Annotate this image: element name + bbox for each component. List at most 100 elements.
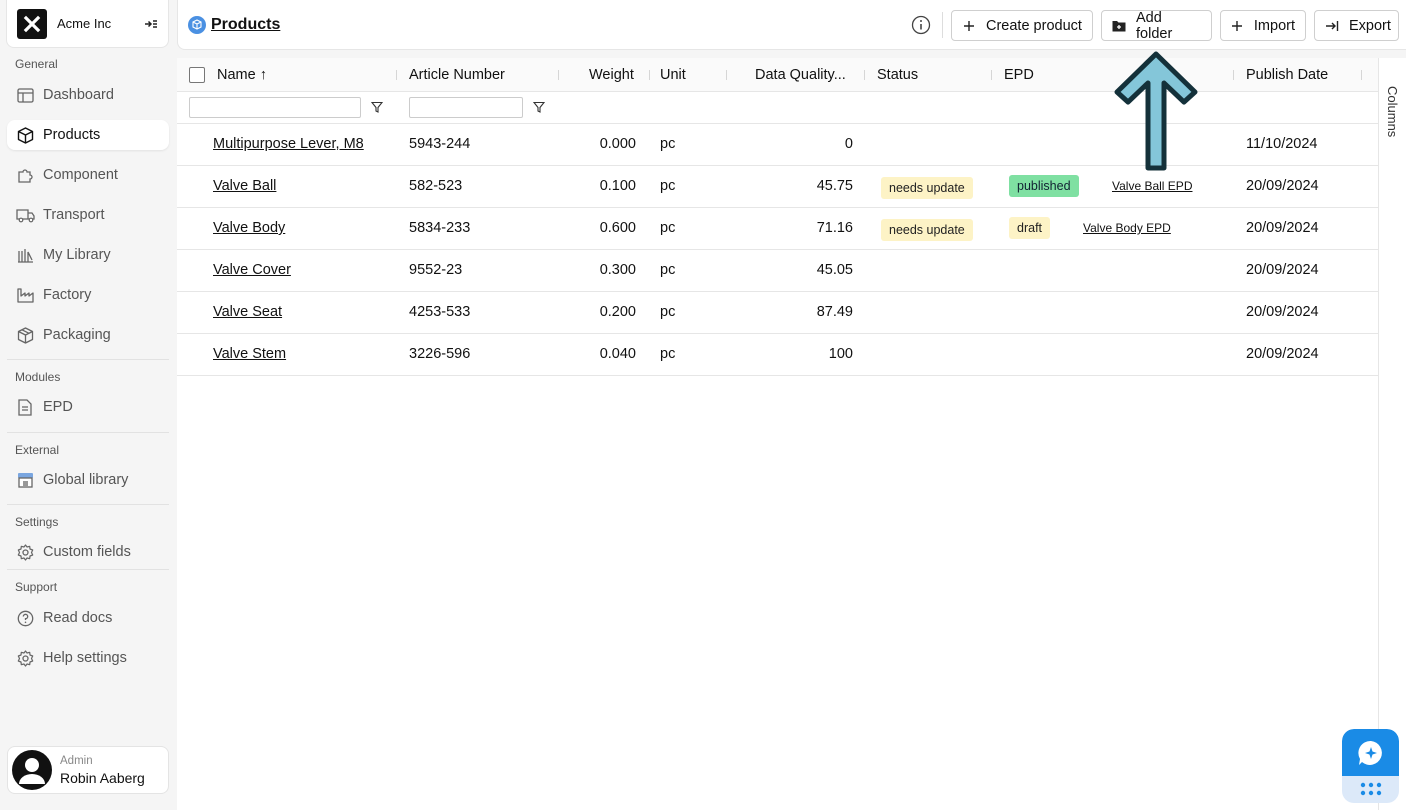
sidebar-item-transport[interactable]: Transport: [7, 200, 169, 230]
sidebar-item-label: Factory: [43, 287, 92, 303]
sidebar-divider: [7, 569, 169, 570]
org-switcher[interactable]: Acme Inc: [6, 0, 169, 48]
filter-icon[interactable]: [533, 101, 545, 113]
sidebar-item-global-library[interactable]: Global library: [7, 465, 169, 495]
product-name-link[interactable]: Multipurpose Lever, M8: [213, 136, 364, 152]
products-table: Name ↑ Article Number Weight Unit Data Q…: [177, 58, 1378, 810]
sidebar-item-help-settings[interactable]: Help settings: [7, 643, 169, 673]
sidebar-item-read-docs[interactable]: Read docs: [7, 603, 169, 633]
box-icon: [15, 125, 35, 145]
product-name-link[interactable]: Valve Body: [213, 220, 286, 236]
column-resizer[interactable]: [1233, 70, 1234, 80]
epd-link[interactable]: Valve Ball EPD: [1112, 179, 1193, 193]
table-row[interactable]: Valve Ball 582-523 0.100 pc 45.75 needs …: [177, 166, 1378, 208]
info-icon[interactable]: [911, 15, 931, 35]
column-header-weight[interactable]: Weight: [589, 67, 634, 83]
table-row[interactable]: Valve Cover 9552-23 0.300 pc 45.05 20/09…: [177, 250, 1378, 292]
sidebar-item-label: Custom fields: [43, 544, 131, 560]
filter-row: [177, 92, 1378, 124]
epd-link[interactable]: Valve Body EPD: [1083, 221, 1171, 235]
column-resizer[interactable]: [649, 70, 650, 80]
sort-asc-icon: ↑: [259, 67, 267, 83]
weight-value: 0.300: [599, 262, 636, 278]
sidebar-item-my-library[interactable]: My Library: [7, 240, 169, 270]
sidebar-item-epd[interactable]: EPD: [7, 392, 169, 422]
table-row[interactable]: Multipurpose Lever, M8 5943-244 0.000 pc…: [177, 124, 1378, 166]
publish-date: 20/09/2024: [1246, 262, 1319, 278]
column-resizer[interactable]: [864, 70, 865, 80]
table-row[interactable]: Valve Stem 3226-596 0.040 pc 100 20/09/2…: [177, 334, 1378, 376]
epd-state-badge: published: [1009, 175, 1079, 197]
column-resizer[interactable]: [396, 70, 397, 80]
select-all-checkbox[interactable]: [189, 67, 205, 83]
column-resizer[interactable]: [991, 70, 992, 80]
gear-icon: [15, 648, 35, 668]
user-menu[interactable]: Admin Robin Aaberg: [7, 746, 169, 794]
columns-panel-toggle[interactable]: Columns: [1378, 58, 1406, 810]
sidebar-item-factory[interactable]: Factory: [7, 280, 169, 310]
sidebar-item-custom-fields[interactable]: Custom fields: [7, 537, 169, 567]
unit-value: pc: [660, 262, 676, 278]
unit-value: pc: [660, 346, 676, 362]
add-folder-label: Add folder: [1136, 9, 1173, 42]
column-header-unit[interactable]: Unit: [660, 67, 686, 83]
column-header-epd[interactable]: EPD: [1004, 67, 1034, 83]
page-title[interactable]: Products: [211, 16, 281, 33]
column-header-name[interactable]: Name ↑: [217, 67, 267, 83]
chat-widget-button[interactable]: [1342, 729, 1399, 803]
article-filter-input[interactable]: [409, 97, 523, 118]
column-header-article-number[interactable]: Article Number: [409, 67, 505, 83]
data-quality-value: 45.75: [816, 178, 853, 194]
article-number: 3226-596: [409, 346, 471, 362]
create-product-button[interactable]: Create product: [951, 10, 1093, 41]
article-number: 9552-23: [409, 262, 463, 278]
unit-value: pc: [660, 220, 676, 236]
column-header-data-quality[interactable]: Data Quality...: [755, 67, 846, 83]
page-header: Products Create product Add folder Impor…: [177, 0, 1406, 50]
product-name-link[interactable]: Valve Seat: [213, 304, 283, 320]
product-name-link[interactable]: Valve Ball: [213, 178, 277, 194]
filter-icon[interactable]: [371, 101, 383, 113]
column-header-status[interactable]: Status: [877, 67, 919, 83]
column-resizer[interactable]: [1361, 70, 1362, 80]
arrow-up-annotation-icon: [1114, 51, 1198, 171]
unit-value: pc: [660, 304, 676, 320]
gear-icon: [15, 542, 35, 562]
sidebar-item-dashboard[interactable]: Dashboard: [7, 80, 169, 110]
brand-logo: [17, 8, 47, 39]
unit-value: pc: [660, 178, 676, 194]
column-resizer[interactable]: [558, 70, 559, 80]
weight-value: 0.100: [599, 178, 636, 194]
sidebar-item-label: Component: [43, 167, 118, 183]
sidebar-item-packaging[interactable]: Packaging: [7, 320, 169, 350]
sidebar-divider: [7, 504, 169, 505]
product-name-link[interactable]: Valve Stem: [213, 346, 287, 362]
add-folder-button[interactable]: Add folder: [1101, 9, 1212, 42]
epd-state-badge: draft: [1009, 217, 1051, 239]
article-number: 582-523: [409, 178, 463, 194]
collapse-sidebar-icon[interactable]: [144, 17, 158, 31]
sidebar: Acme Inc General Dashboard Products Comp…: [0, 0, 177, 810]
weight-value: 0.000: [599, 136, 636, 152]
sidebar-item-label: EPD: [43, 399, 73, 415]
status-badge: needs update: [881, 219, 973, 241]
weight-value: 0.040: [599, 346, 636, 362]
sidebar-item-label: Global library: [43, 472, 129, 488]
sidebar-item-products[interactable]: Products: [7, 120, 169, 150]
name-filter-input[interactable]: [189, 97, 361, 118]
table-row[interactable]: Valve Body 5834-233 0.600 pc 71.16 needs…: [177, 208, 1378, 250]
import-button[interactable]: Import: [1220, 10, 1306, 41]
header-divider: [942, 12, 943, 38]
column-resizer[interactable]: [726, 70, 727, 80]
sidebar-item-label: My Library: [43, 247, 111, 263]
article-number: 5834-233: [409, 220, 471, 236]
table-row[interactable]: Valve Seat 4253-533 0.200 pc 87.49 20/09…: [177, 292, 1378, 334]
product-name-link[interactable]: Valve Cover: [213, 262, 291, 278]
sidebar-item-component[interactable]: Component: [7, 160, 169, 190]
import-label: Import: [1253, 17, 1295, 34]
column-header-publish-date[interactable]: Publish Date: [1246, 67, 1329, 83]
export-button[interactable]: Export: [1314, 10, 1399, 41]
section-general: General: [15, 57, 58, 71]
avatar: [12, 750, 52, 790]
export-label: Export: [1349, 17, 1391, 34]
